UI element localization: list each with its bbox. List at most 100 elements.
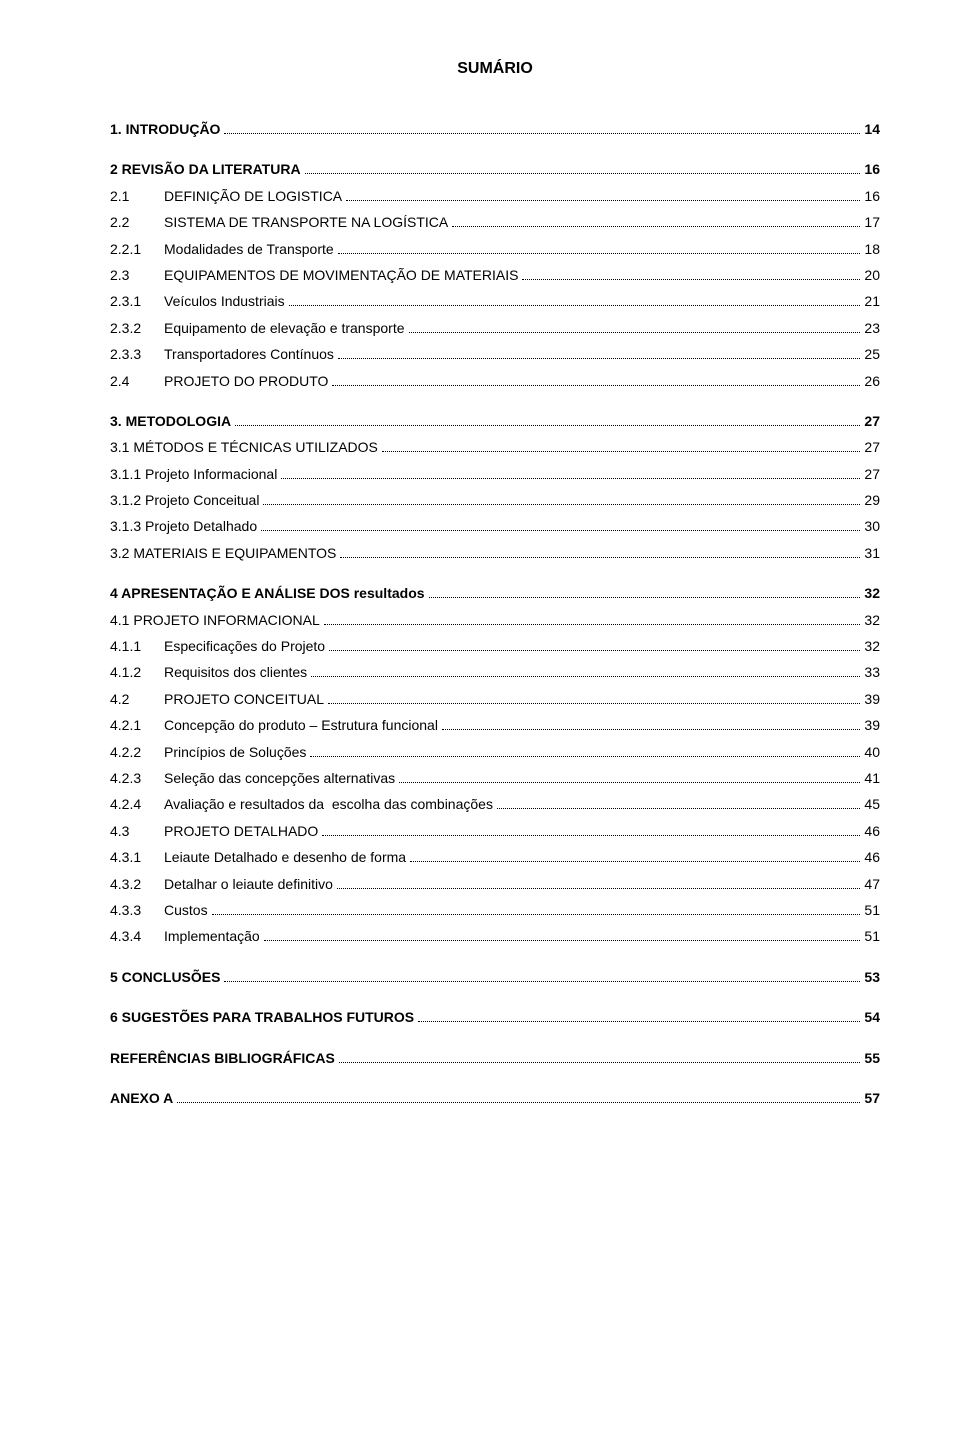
toc-entry-page: 23 (864, 317, 880, 339)
toc-entry: 4.1.2Requisitos dos clientes33 (110, 661, 880, 683)
toc-leader-dots (409, 332, 861, 333)
toc-entry-label: SISTEMA DE TRANSPORTE NA LOGÍSTICA (164, 211, 448, 233)
toc-entry-page: 40 (864, 741, 880, 763)
toc-entry-page: 29 (864, 489, 880, 511)
toc-entry-number: 4.3 (110, 820, 164, 842)
toc-entry-label: Concepção do produto – Estrutura funcion… (164, 714, 438, 736)
toc-entry-number: 2.3 (110, 264, 164, 286)
toc-entry-label: 1. INTRODUÇÃO (110, 118, 220, 140)
toc-entry: 3.1.2 Projeto Conceitual 29 (110, 489, 880, 511)
toc-entry: 2.2SISTEMA DE TRANSPORTE NA LOGÍSTICA17 (110, 211, 880, 233)
toc-leader-dots (224, 133, 860, 134)
toc-entry-page: 27 (864, 410, 880, 432)
toc-entry-label: Veículos Industriais (164, 290, 285, 312)
toc-entry: 2.3.2Equipamento de elevação e transport… (110, 317, 880, 339)
toc-entry-label: Modalidades de Transporte (164, 238, 334, 260)
toc-leader-dots (305, 173, 861, 174)
toc-entry-label: PROJETO CONCEITUAL (164, 688, 324, 710)
toc-entry-number: 4.3.4 (110, 925, 164, 947)
toc-leader-dots (410, 861, 860, 862)
toc-entry-label: 4.1 PROJETO INFORMACIONAL (110, 609, 320, 631)
toc-entry: 5 CONCLUSÕES53 (110, 966, 880, 988)
toc-entry-label: ANEXO A (110, 1087, 173, 1109)
toc-entry-page: 21 (864, 290, 880, 312)
toc-entry-label: Seleção das concepções alternativas (164, 767, 395, 789)
toc-entry: 4.3.2Detalhar o leiaute definitivo47 (110, 873, 880, 895)
page-title: SUMÁRIO (110, 60, 880, 78)
toc-entry-label: Implementação (164, 925, 260, 947)
toc-entry-page: 27 (864, 463, 880, 485)
toc-leader-dots (346, 200, 860, 201)
toc-entry-page: 16 (864, 158, 880, 180)
toc-leader-dots (289, 305, 861, 306)
toc-entry-label: PROJETO DO PRODUTO (164, 370, 328, 392)
toc-leader-dots (339, 1062, 861, 1063)
toc-leader-dots (235, 425, 860, 426)
toc-entry: 4.3.4Implementação51 (110, 925, 880, 947)
toc-entry-number: 2.4 (110, 370, 164, 392)
toc-entry-label: 3.1 MÉTODOS E TÉCNICAS UTILIZADOS (110, 436, 378, 458)
toc-entry-label: EQUIPAMENTOS DE MOVIMENTAÇÃO DE MATERIAI… (164, 264, 518, 286)
toc-entry: 3.2 MATERIAIS E EQUIPAMENTOS 31 (110, 542, 880, 564)
toc-entry-number: 4.2.3 (110, 767, 164, 789)
toc-entry-label: Transportadores Contínuos (164, 343, 334, 365)
toc-entry: 4.2PROJETO CONCEITUAL39 (110, 688, 880, 710)
toc-entry: 4.3.3Custos51 (110, 899, 880, 921)
toc-entry: REFERÊNCIAS BIBLIOGRÁFICAS 55 (110, 1047, 880, 1069)
toc-entry: 2.1DEFINIÇÃO DE LOGISTICA16 (110, 185, 880, 207)
toc-entry: 2.2.1Modalidades de Transporte18 (110, 238, 880, 260)
toc-entry: 4.2.2Princípios de Soluções 40 (110, 741, 880, 763)
toc-entry: 3.1.3 Projeto Detalhado30 (110, 515, 880, 537)
toc-entry-label: Princípios de Soluções (164, 741, 306, 763)
toc-leader-dots (261, 530, 860, 531)
toc-entry-page: 20 (864, 264, 880, 286)
toc-entry: 4.1.1Especificações do Projeto32 (110, 635, 880, 657)
toc-entry-number: 2.2 (110, 211, 164, 233)
toc-leader-dots (497, 808, 860, 809)
toc-entry-number: 4.2.4 (110, 793, 164, 815)
toc-entry-number: 2.3.1 (110, 290, 164, 312)
toc-entry-label: 3.1.2 Projeto Conceitual (110, 489, 259, 511)
toc-entry: 4.2.1Concepção do produto – Estrutura fu… (110, 714, 880, 736)
toc-leader-dots (382, 451, 861, 452)
toc-entry-page: 47 (864, 873, 880, 895)
toc-entry-page: 16 (864, 185, 880, 207)
toc-leader-dots (442, 729, 860, 730)
toc-entry-number: 4.1.1 (110, 635, 164, 657)
toc-entry-page: 53 (864, 966, 880, 988)
toc-entry-page: 51 (864, 899, 880, 921)
toc-leader-dots (338, 253, 861, 254)
toc-entry-page: 54 (864, 1006, 880, 1028)
toc-entry-page: 31 (864, 542, 880, 564)
toc-entry-page: 46 (864, 820, 880, 842)
toc-entry: 3. METODOLOGIA 27 (110, 410, 880, 432)
toc-entry-page: 33 (864, 661, 880, 683)
toc-entry: 4.1 PROJETO INFORMACIONAL32 (110, 609, 880, 631)
toc-entry: 1. INTRODUÇÃO 14 (110, 118, 880, 140)
toc-entry-number: 4.2.2 (110, 741, 164, 763)
toc-entry-label: 3.2 MATERIAIS E EQUIPAMENTOS (110, 542, 336, 564)
toc-leader-dots (311, 676, 860, 677)
toc-entry-number: 4.3.3 (110, 899, 164, 921)
toc-entry-label: Avaliação e resultados da escolha das co… (164, 793, 493, 815)
toc-entry: 4.2.3Seleção das concepções alternativas… (110, 767, 880, 789)
toc-entry-page: 18 (864, 238, 880, 260)
toc-entry-label: 3. METODOLOGIA (110, 410, 231, 432)
toc-entry-label: Especificações do Projeto (164, 635, 325, 657)
toc-leader-dots (264, 940, 861, 941)
toc-entry-label: 4 APRESENTAÇÃO E ANÁLISE DOS resultados (110, 582, 425, 604)
toc-entry-label: REFERÊNCIAS BIBLIOGRÁFICAS (110, 1047, 335, 1069)
toc-leader-dots (281, 478, 860, 479)
toc-entry-label: 6 SUGESTÕES PARA TRABALHOS FUTUROS (110, 1006, 414, 1028)
toc-leader-dots (418, 1021, 860, 1022)
toc-entry: 2.3.3Transportadores Contínuos25 (110, 343, 880, 365)
toc-entry-page: 46 (864, 846, 880, 868)
toc-entry: 2.3.1Veículos Industriais 21 (110, 290, 880, 312)
toc-entry-page: 14 (864, 118, 880, 140)
toc-entry-number: 2.1 (110, 185, 164, 207)
toc-entry-page: 39 (864, 714, 880, 736)
toc-entry-page: 55 (864, 1047, 880, 1069)
toc-entry-label: Equipamento de elevação e transporte (164, 317, 405, 339)
toc-entry-page: 25 (864, 343, 880, 365)
toc-leader-dots (328, 703, 860, 704)
